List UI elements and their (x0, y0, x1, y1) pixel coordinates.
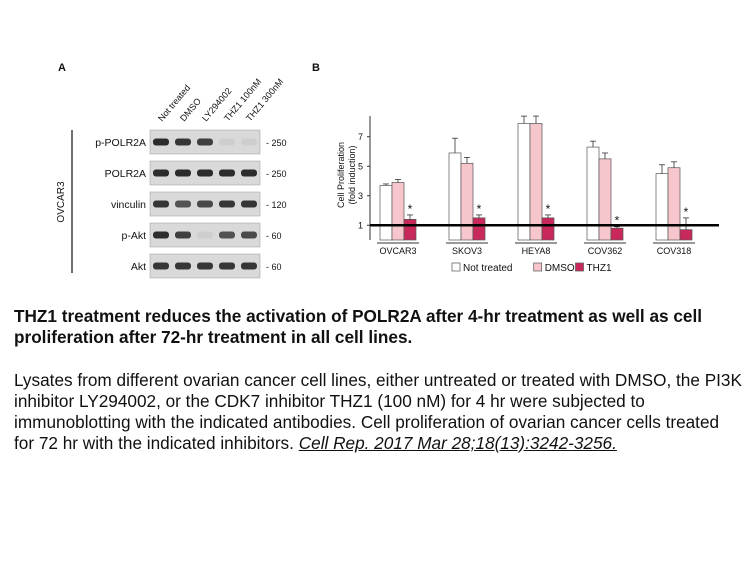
blot-band (175, 138, 191, 146)
bar (403, 218, 417, 241)
blot-band (175, 231, 191, 239)
blot-band (241, 262, 257, 270)
bar (379, 185, 393, 241)
molecular-weight-label: - 250 (266, 138, 287, 148)
blot-band (219, 231, 235, 239)
bar (679, 229, 693, 241)
y-tick-label: 5 (358, 161, 363, 171)
blot-band (241, 200, 257, 208)
blot-band (197, 138, 213, 146)
blot-band (175, 169, 191, 177)
blot-band (153, 200, 169, 208)
blot-band (197, 169, 213, 177)
blot-band (197, 231, 213, 239)
legend-label: THZ1 (587, 263, 612, 274)
legend-swatch (451, 262, 461, 272)
bar (667, 167, 681, 241)
blot-band (219, 262, 235, 270)
blot-band (219, 169, 235, 177)
blot-band (197, 262, 213, 270)
category-label: HEYA8 (522, 246, 551, 256)
cell-line-label: OVCAR3 (56, 181, 67, 223)
legend-label: Not treated (463, 263, 512, 274)
antibody-label: Akt (131, 261, 146, 273)
bar (529, 123, 543, 241)
blot-band (153, 138, 169, 146)
blot-band (153, 262, 169, 270)
bar (610, 227, 624, 241)
blot-band (175, 200, 191, 208)
bar (472, 217, 486, 241)
category-label: SKOV3 (452, 246, 482, 256)
y-tick-label: 3 (358, 191, 363, 201)
y-tick-label: 7 (358, 132, 363, 142)
molecular-weight-label: - 60 (266, 231, 282, 241)
blot-band (153, 169, 169, 177)
panel-b-label: B (312, 62, 320, 74)
y-axis-label: (fold induction) (347, 145, 357, 204)
significance-marker: * (546, 202, 551, 216)
bar (448, 152, 462, 241)
bar (460, 162, 474, 241)
blot-band (241, 138, 257, 146)
blot-band (153, 231, 169, 239)
bar (517, 123, 531, 241)
blot-band (241, 231, 257, 239)
figure-caption-body: Lysates from different ovarian cancer ce… (14, 370, 742, 454)
significance-marker: * (684, 205, 689, 219)
legend-swatch (533, 262, 543, 272)
category-label: COV362 (588, 246, 623, 256)
panel-a-label: A (58, 62, 66, 74)
significance-marker: * (615, 214, 620, 228)
y-axis-label: Cell Proliferation (336, 142, 346, 208)
y-tick-label: 1 (358, 220, 363, 230)
legend-label: DMSO (545, 263, 575, 274)
bar (598, 158, 612, 241)
antibody-label: POLR2A (105, 168, 146, 180)
antibody-label: p-Akt (121, 230, 146, 242)
blot-band (219, 200, 235, 208)
bar (655, 173, 669, 241)
significance-marker: * (408, 202, 413, 216)
antibody-label: p-POLR2A (95, 137, 146, 149)
figure-caption-text: Lysates from different ovarian cancer ce… (14, 370, 742, 453)
significance-marker: * (477, 202, 482, 216)
proliferation-bar-chart: 1 3 5 7 Cell Proliferation (fold induction) * O… (336, 115, 719, 274)
bar (391, 182, 405, 241)
category-label: OVCAR3 (379, 246, 416, 256)
bar (541, 217, 555, 241)
molecular-weight-label: - 60 (266, 262, 282, 272)
citation-link[interactable]: Cell Rep. 2017 Mar 28;18(13):3242-3256. (298, 433, 617, 453)
antibody-label: vinculin (111, 199, 146, 211)
blot-band (241, 169, 257, 177)
category-label: COV318 (657, 246, 692, 256)
legend-swatch (575, 262, 584, 272)
blot-band (219, 138, 235, 146)
figure-caption-title: THZ1 treatment reduces the activation of… (14, 306, 703, 347)
blot-band (197, 200, 213, 208)
molecular-weight-label: - 120 (266, 200, 287, 210)
blot-band (175, 262, 191, 270)
molecular-weight-label: - 250 (266, 169, 287, 179)
